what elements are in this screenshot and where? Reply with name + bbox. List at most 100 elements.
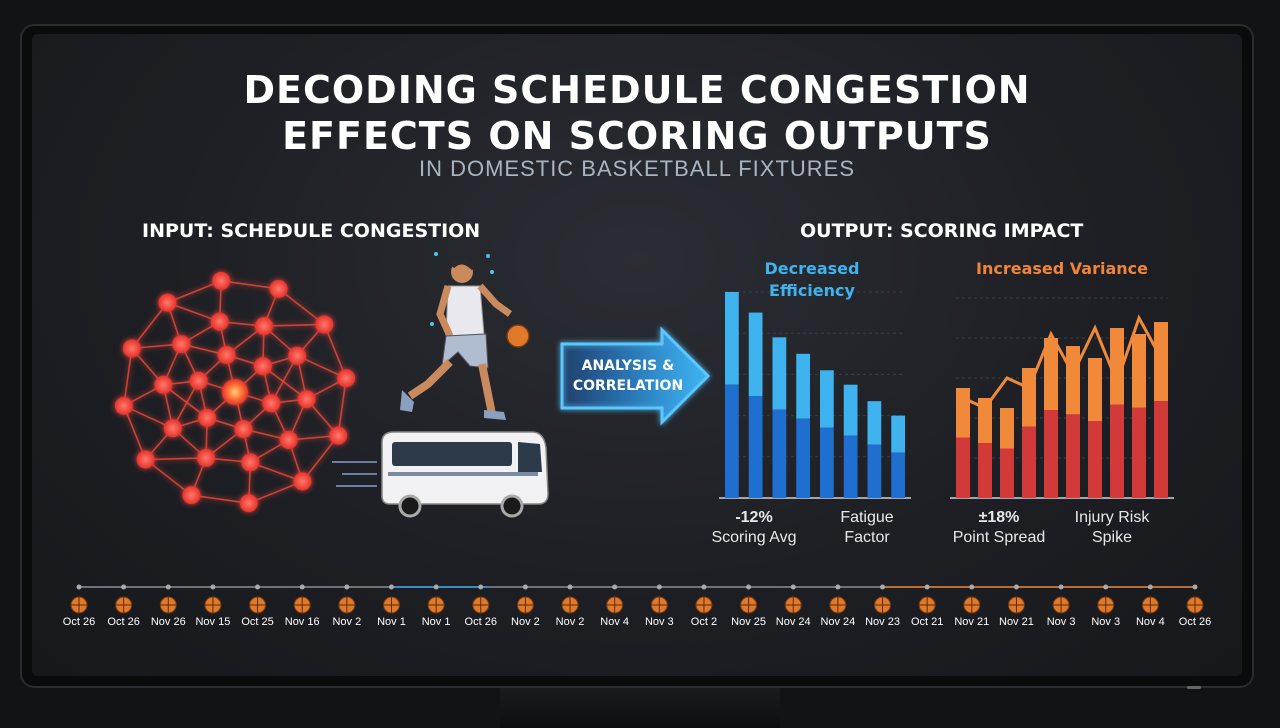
timeline-tick — [746, 584, 752, 590]
timeline-date: Nov 21 — [999, 616, 1034, 628]
chart-bar-top — [796, 353, 810, 419]
timeline-date: Nov 1 — [377, 616, 406, 628]
basketball-icon — [606, 596, 624, 614]
timeline-tick — [880, 584, 886, 590]
chart-trend-line — [962, 314, 1163, 410]
basketball-icon — [472, 596, 490, 614]
basketball-icon — [427, 596, 445, 614]
fatigue-factor-line-1: Fatigue — [840, 509, 894, 526]
timeline-tick — [165, 584, 171, 590]
network-node — [241, 453, 260, 472]
timeline-date: Oct 2 — [690, 616, 718, 628]
variance-chart-title: Increased Variance — [976, 259, 1148, 278]
network-node — [315, 315, 334, 334]
network-node — [329, 426, 348, 445]
chart-bar-top — [867, 401, 882, 445]
timeline-date: Nov 2 — [332, 616, 362, 628]
timeline-date: Nov 3 — [1091, 616, 1121, 628]
chart-bar — [772, 409, 787, 498]
network-node — [288, 346, 307, 365]
chart-bar — [1022, 426, 1036, 498]
timeline-tick — [522, 584, 528, 590]
power-led — [1187, 686, 1201, 689]
timeline-tick — [121, 584, 127, 590]
network-node — [210, 312, 229, 331]
timeline-date: Oct 26 — [464, 616, 497, 628]
chart-bar-top — [1088, 358, 1102, 421]
chart-bar-top — [772, 337, 787, 410]
timeline-tick — [478, 584, 484, 590]
chart-bar — [978, 443, 992, 498]
basketball-icon — [1052, 596, 1070, 614]
fatigue-factor-label: Fatigue Factor — [822, 508, 912, 548]
chart-bar — [1154, 401, 1168, 498]
efficiency-chart — [719, 291, 911, 499]
network-node — [122, 339, 141, 358]
timeline-tick — [433, 584, 439, 590]
basketball-icon — [874, 596, 892, 614]
timeline-date: Nov 15 — [195, 616, 231, 628]
timeline-date: Nov 2 — [555, 616, 585, 628]
efficiency-title-line-1: Decreased — [764, 259, 860, 278]
analysis-label-line-1: ANALYSIS & — [581, 358, 675, 374]
chart-bar-top — [891, 415, 905, 453]
chart-bar — [796, 418, 810, 498]
network-node — [239, 494, 258, 513]
basketball-icon — [650, 596, 668, 614]
chart-bar — [891, 452, 905, 498]
title-line-1: DECODING SCHEDULE CONGESTION — [243, 68, 1031, 112]
network-node — [172, 335, 191, 354]
timeline-tick — [1013, 584, 1019, 590]
timeline-tick — [612, 584, 618, 590]
timeline-tick — [255, 584, 261, 590]
timeline-date: Oct 26 — [1178, 616, 1212, 628]
network-node — [197, 448, 216, 467]
timeline-tick — [1058, 584, 1064, 590]
efficiency-stat-value: -12% — [735, 509, 773, 526]
network-node — [297, 390, 316, 409]
basketball-icon — [115, 596, 133, 614]
basketball-icon — [561, 596, 579, 614]
efficiency-stat: -12% Scoring Avg — [704, 508, 804, 548]
chart-bar — [1044, 410, 1058, 498]
chart-bar-top — [748, 312, 763, 397]
chart-bar-top — [1044, 338, 1058, 410]
chart-bar — [1110, 404, 1124, 498]
network-node — [212, 271, 231, 290]
input-heading: INPUT: SCHEDULE CONGESTION — [142, 220, 481, 242]
timeline-date: Oct 26 — [62, 616, 96, 628]
variance-chart — [950, 297, 1174, 499]
network-node — [182, 486, 201, 505]
basketball-icon — [918, 596, 936, 614]
chart-bar — [748, 396, 763, 498]
variance-stat: ±18% Point Spread — [944, 508, 1054, 548]
monitor-screen: DECODING SCHEDULE CONGESTION EFFECTS ON … — [32, 34, 1242, 676]
illustration-layer — [70, 252, 1204, 614]
analysis-label: ANALYSIS & CORRELATION — [558, 356, 698, 396]
analysis-label-line-2: CORRELATION — [572, 378, 684, 394]
title-line-2: EFFECTS ON SCORING OUTPUTS — [282, 114, 992, 158]
timeline-date: Nov 21 — [954, 616, 990, 628]
basketball-icon — [159, 596, 177, 614]
chart-bar — [843, 435, 858, 498]
timeline-tick — [1147, 584, 1153, 590]
timeline-tick — [567, 584, 573, 590]
timeline-date: Oct 26 — [107, 616, 140, 628]
chart-bar-top — [725, 292, 739, 385]
basketball-icon — [249, 596, 267, 614]
basketball-icon — [1141, 596, 1159, 614]
basketball-icon — [338, 596, 356, 614]
basketball-icon — [1186, 596, 1204, 614]
timeline-tick — [388, 584, 394, 590]
chart-bar-top — [820, 370, 834, 428]
network-node — [114, 396, 133, 415]
injury-risk-label: Injury Risk Spike — [1062, 508, 1162, 548]
monitor-stand — [500, 688, 780, 728]
chart-bar — [867, 444, 882, 498]
timeline-tick — [1192, 584, 1198, 590]
network-node — [222, 379, 248, 405]
timeline-date: Nov 24 — [775, 616, 811, 628]
network-node — [217, 345, 236, 364]
injury-risk-line-1: Injury Risk — [1074, 509, 1150, 526]
network-node — [198, 408, 217, 427]
